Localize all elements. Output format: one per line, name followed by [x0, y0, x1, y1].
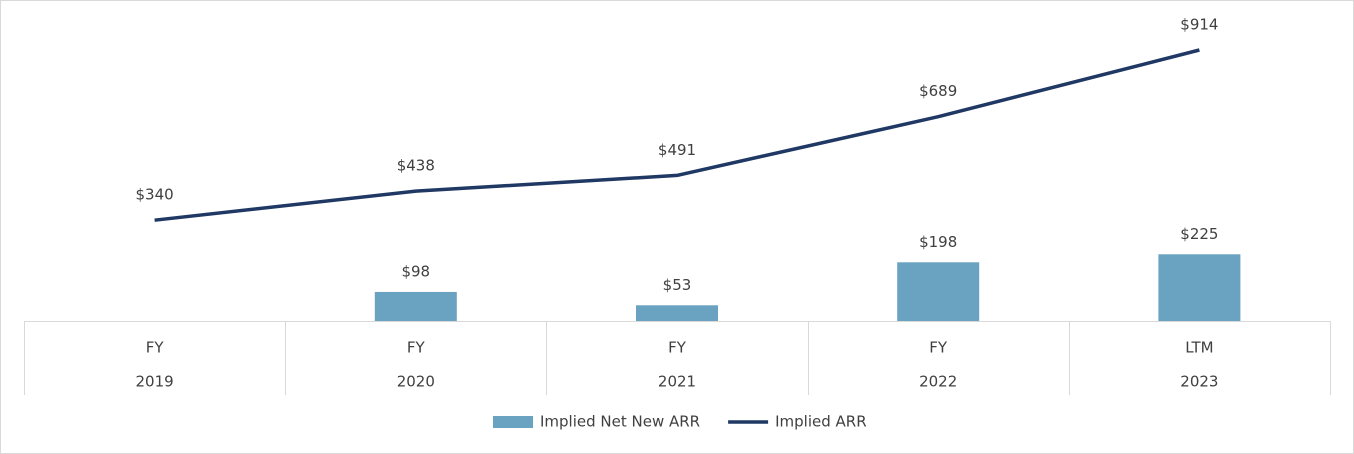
data-label: $198 [919, 233, 957, 251]
bar [636, 305, 718, 321]
x-tick-label: FY [929, 339, 948, 357]
data-label: $914 [1180, 16, 1218, 34]
data-label: $98 [401, 262, 430, 280]
legend-label: Implied Net New ARR [540, 413, 700, 431]
data-label: $340 [136, 186, 174, 204]
x-tick-label: 2023 [1180, 373, 1218, 391]
x-tick-label: FY [407, 339, 426, 357]
bar [897, 262, 980, 321]
legend-swatch [493, 416, 533, 428]
x-tick-label: 2020 [397, 373, 435, 391]
data-label: $225 [1180, 225, 1218, 243]
data-label: $53 [663, 276, 692, 294]
x-tick-label: 2021 [658, 373, 696, 391]
x-tick-label: LTM [1185, 339, 1213, 357]
data-label: $491 [658, 141, 696, 159]
x-tick-label: 2019 [136, 373, 174, 391]
x-tick-label: 2022 [919, 373, 957, 391]
bar [374, 291, 457, 321]
x-tick-label: FY [668, 339, 687, 357]
bar [1158, 254, 1241, 321]
x-tick-label: FY [146, 339, 165, 357]
data-label: $689 [919, 82, 957, 100]
line [154, 48, 1200, 222]
legend-label: Implied ARR [775, 413, 867, 431]
data-label: $438 [397, 157, 435, 175]
